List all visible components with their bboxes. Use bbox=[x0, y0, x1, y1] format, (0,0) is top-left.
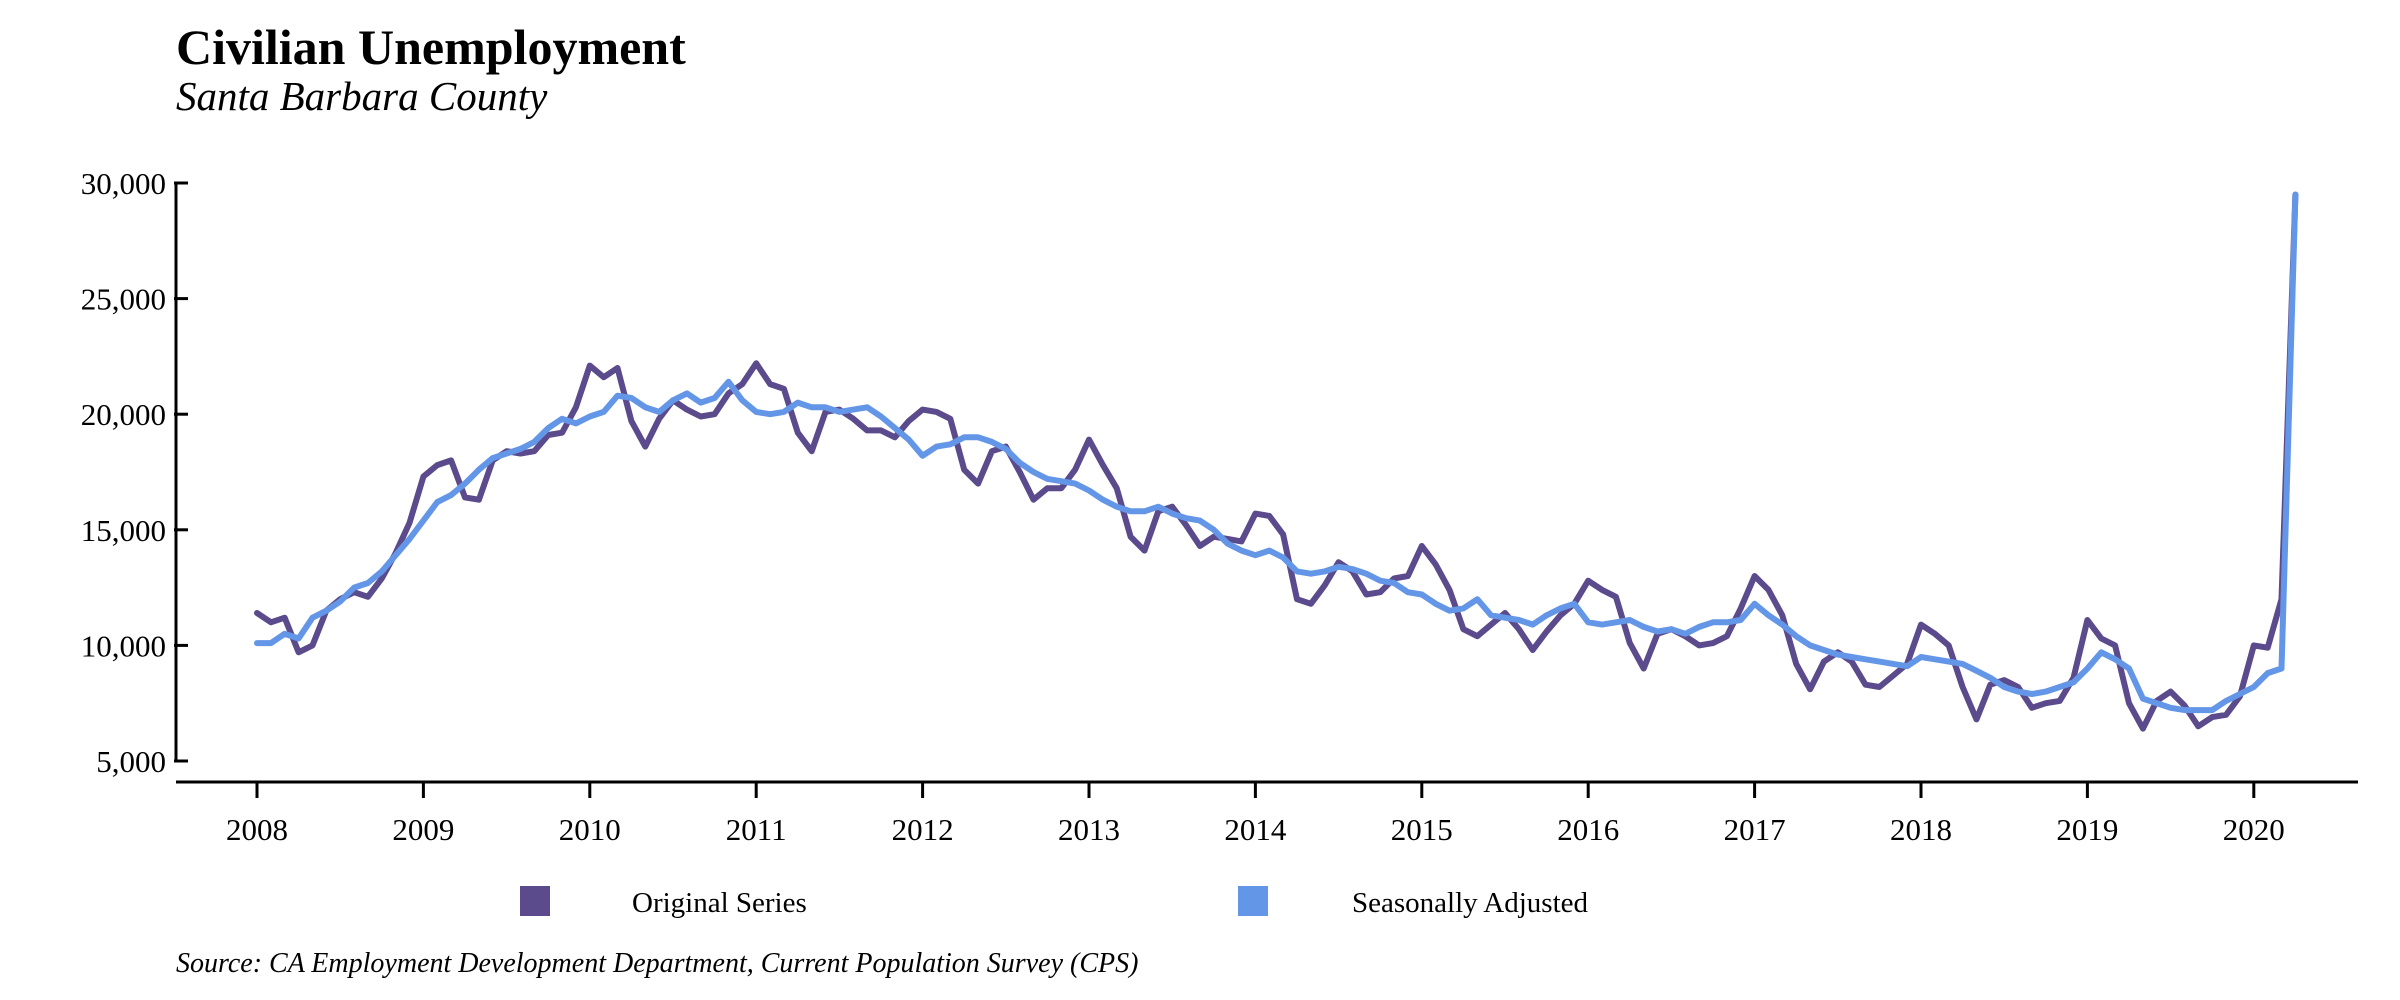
series-line-original bbox=[254, 191, 2299, 732]
plot-area bbox=[254, 191, 2299, 732]
y-tick-label: 20,000 bbox=[81, 397, 166, 432]
legend: Original Series Seasonally Adjusted bbox=[520, 886, 1589, 919]
y-tick-label: 30,000 bbox=[81, 166, 166, 201]
x-tick-label: 2008 bbox=[226, 812, 288, 847]
legend-swatch bbox=[1238, 886, 1268, 916]
x-tick-label: 2012 bbox=[892, 812, 954, 847]
legend-swatch bbox=[520, 886, 550, 916]
x-tick-label: 2013 bbox=[1058, 812, 1120, 847]
y-tick-label: 25,000 bbox=[81, 282, 166, 317]
legend-label: Original Series bbox=[632, 887, 807, 919]
x-tick-label: 2020 bbox=[2223, 812, 2285, 847]
y-axis: 5,000 10,000 15,000 20,000 25,000 30,000 bbox=[81, 166, 188, 779]
x-axis: 2008 2009 2010 2011 2012 2013 2014 2015 2016 2017… bbox=[176, 780, 2358, 847]
x-tick-label: 2018 bbox=[1890, 812, 1952, 847]
x-tick-label: 2019 bbox=[2056, 812, 2118, 847]
source-note: Source: CA Employment Development Depart… bbox=[176, 948, 1139, 979]
x-tick-label: 2016 bbox=[1557, 812, 1619, 847]
y-tick-label: 15,000 bbox=[81, 513, 166, 548]
chart-subtitle: Santa Barbara County bbox=[176, 73, 548, 119]
series-line-seasonally-adjusted bbox=[254, 191, 2299, 714]
legend-label: Seasonally Adjusted bbox=[1352, 887, 1589, 919]
y-tick-label: 5,000 bbox=[96, 744, 166, 779]
y-tick-label: 10,000 bbox=[81, 628, 166, 663]
x-tick-label: 2015 bbox=[1391, 812, 1453, 847]
chart-title: Civilian Unemployment bbox=[176, 19, 686, 75]
x-tick-label: 2010 bbox=[559, 812, 621, 847]
x-tick-label: 2009 bbox=[392, 812, 454, 847]
x-tick-label: 2017 bbox=[1724, 812, 1786, 847]
x-tick-label: 2011 bbox=[726, 812, 787, 847]
x-tick-label: 2014 bbox=[1224, 812, 1287, 847]
